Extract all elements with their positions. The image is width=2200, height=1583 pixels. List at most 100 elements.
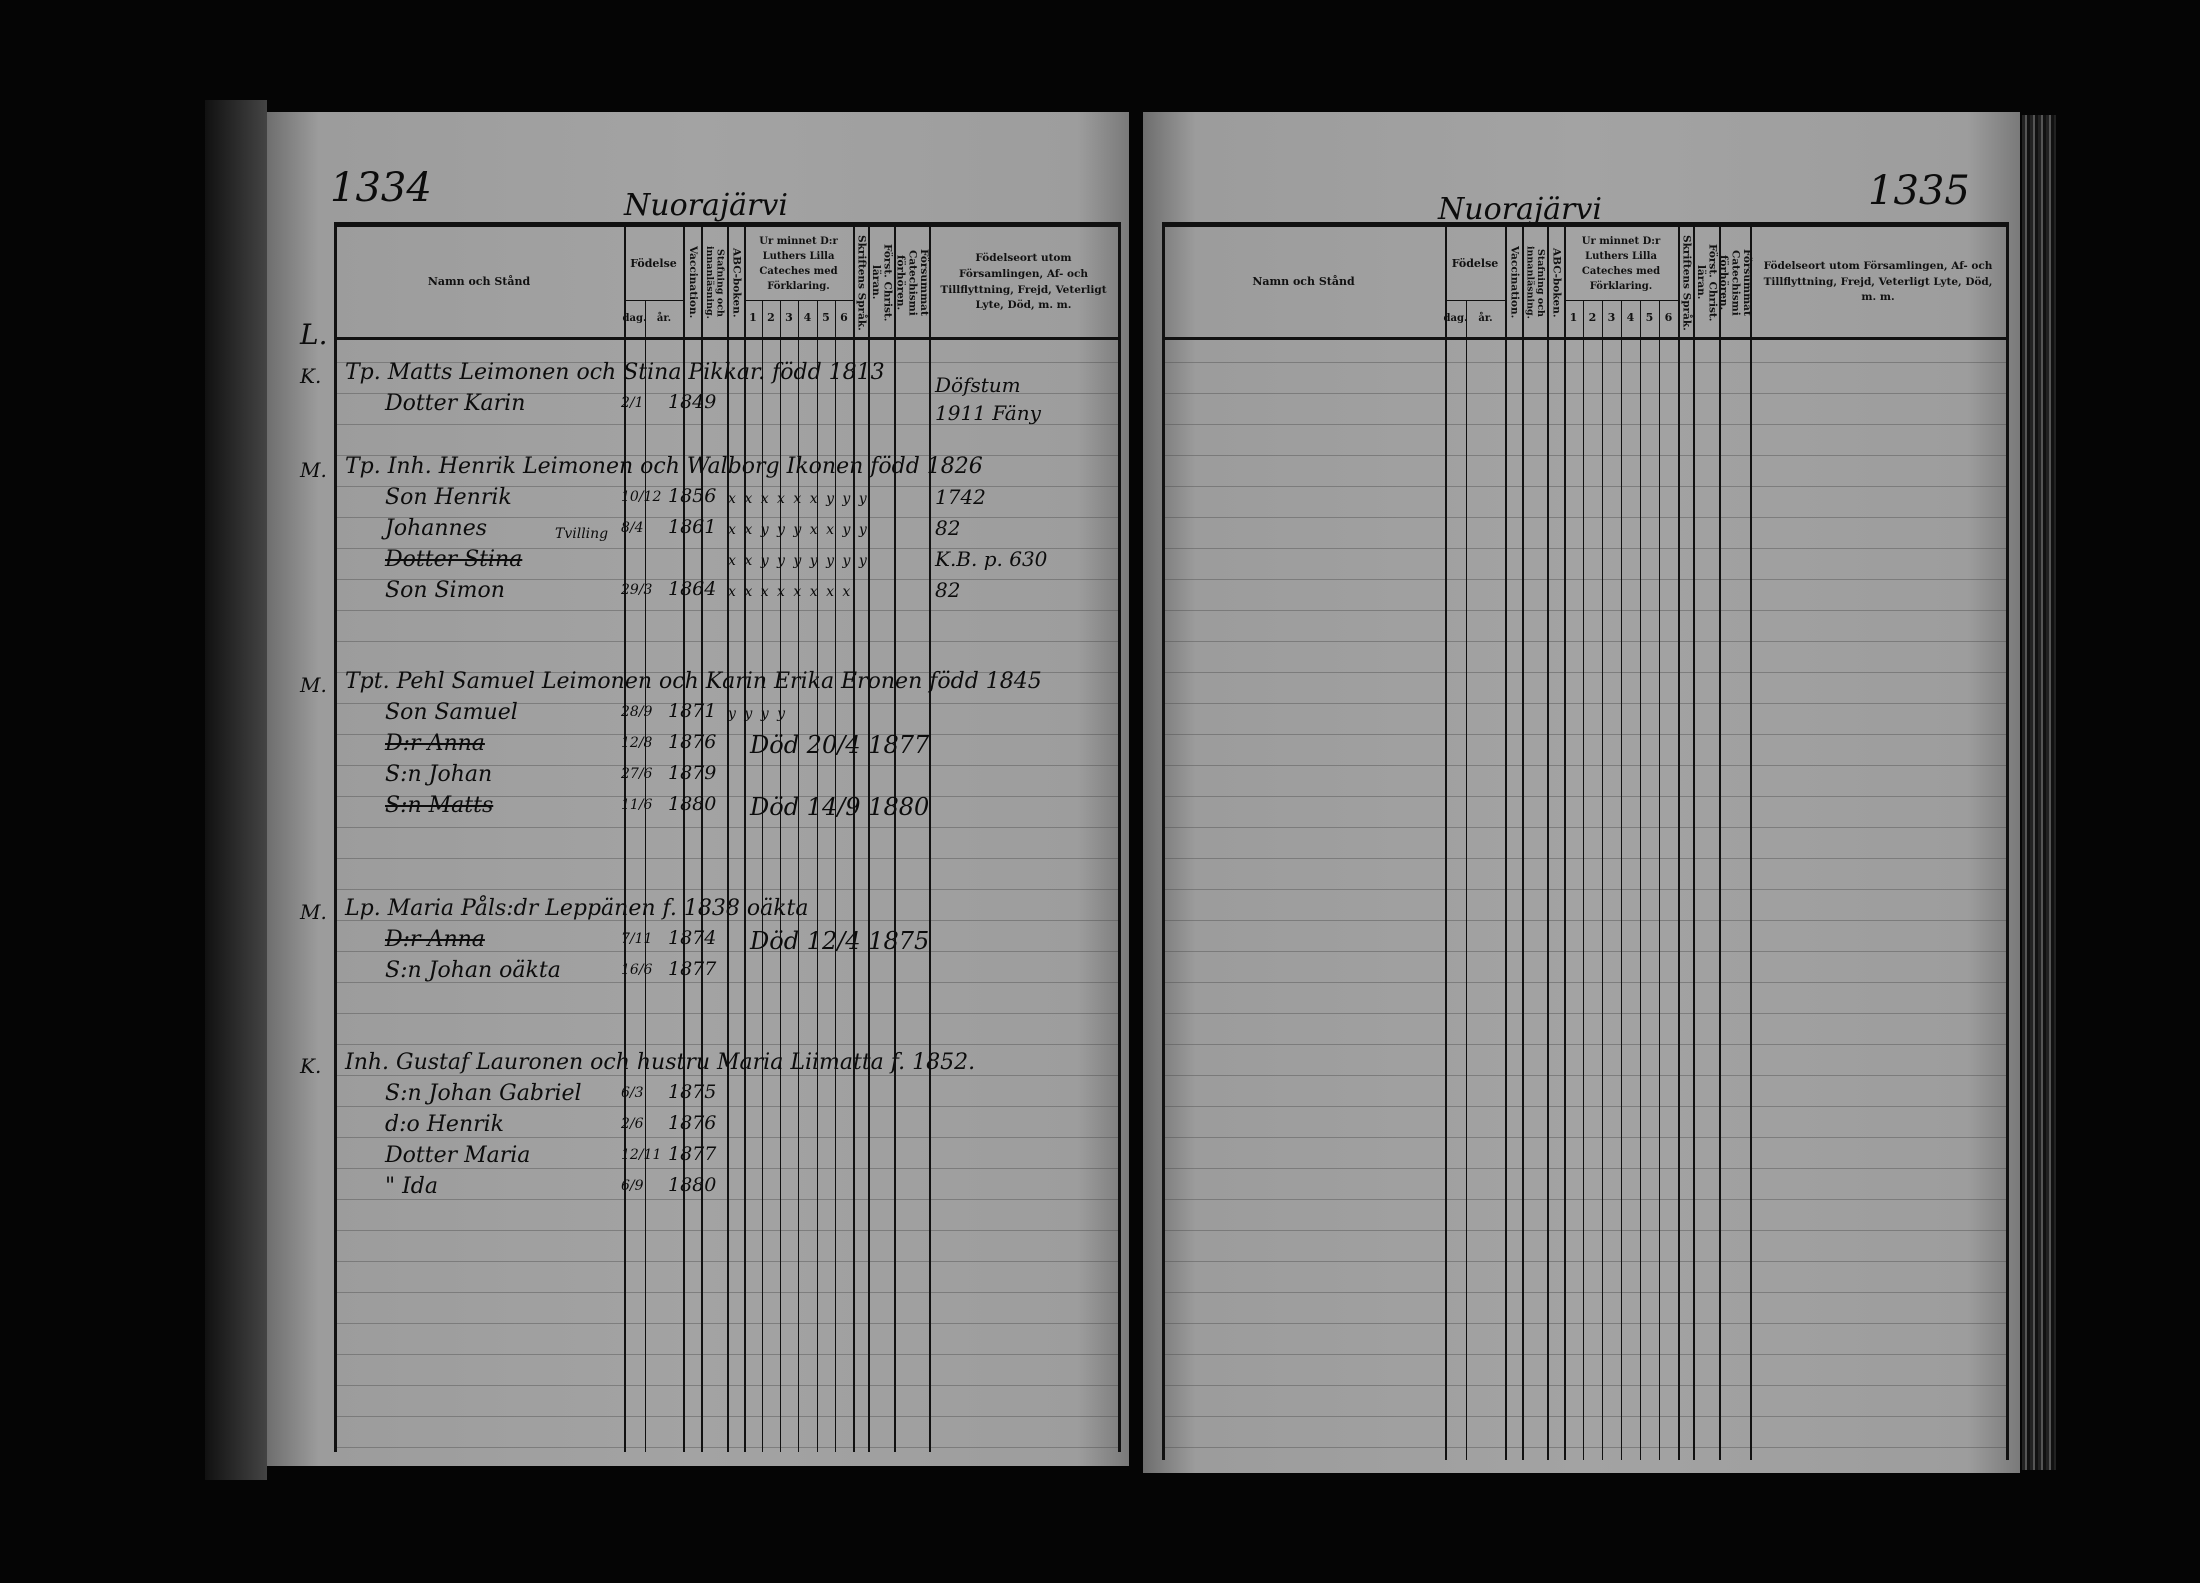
- header-remarks: Födelseort utom Församlingen, Af- och Ti…: [1763, 259, 1993, 304]
- header-bottom-border: [334, 337, 1118, 340]
- ruled-line: [1162, 393, 2006, 394]
- table-top-border: [334, 222, 1118, 227]
- ruled-line: [334, 362, 1118, 363]
- margin-letter: K.: [300, 364, 322, 388]
- birth-day: 12/11: [621, 1147, 662, 1163]
- subheader-divider: [744, 300, 853, 301]
- death-note: Död 12/4 1875: [750, 927, 930, 955]
- ruled-line: [1162, 1168, 2006, 1169]
- member-name: Johannes: [385, 516, 487, 541]
- left-page-number: 1334: [330, 165, 432, 211]
- birth-year: 1871: [668, 700, 717, 722]
- header-reading: Stafning och innanläsning.: [1524, 246, 1546, 319]
- birth-day: 2/6: [621, 1116, 644, 1132]
- ruled-line: [1162, 1261, 2006, 1262]
- right-page-number: 1335: [1868, 168, 1970, 214]
- column-divider: [1522, 222, 1524, 1460]
- member-name: S:n Matts: [385, 793, 494, 818]
- birth-day: 29/3: [621, 582, 653, 598]
- header-catechism-part: 6: [840, 311, 848, 325]
- column-divider: [894, 222, 896, 1452]
- ruled-line: [334, 1075, 1118, 1076]
- margin-letter: K.: [300, 1054, 322, 1078]
- header-scripture: Skriftens Språk.: [1680, 234, 1693, 331]
- left-parish-name: Nuorajärvi: [624, 188, 788, 223]
- column-divider: [744, 222, 746, 1452]
- header-missed-examinations: Försummat Catechismi förhören.: [1717, 249, 1753, 316]
- ruled-line: [334, 1168, 1118, 1169]
- ruled-line: [334, 641, 1118, 642]
- column-divider: [624, 222, 626, 1452]
- header-catechism-part: 1: [1569, 311, 1578, 325]
- column-divider: [817, 300, 818, 1452]
- birth-year: 1849: [668, 391, 717, 413]
- subheader-divider: [624, 300, 683, 301]
- remark: Döfstum: [935, 373, 1021, 397]
- birth-day: 2/1: [621, 395, 644, 411]
- ruled-line: [1162, 517, 2006, 518]
- birth-year: 1877: [668, 1143, 717, 1165]
- ruled-line: [1162, 486, 2006, 487]
- table-left-border: [1162, 222, 1165, 1460]
- ruled-line: [1162, 796, 2006, 797]
- ruled-line: [334, 982, 1118, 983]
- header-day: dag.: [622, 313, 647, 324]
- birth-year: 1861: [668, 516, 717, 538]
- ruled-line: [1162, 1106, 2006, 1107]
- ruled-line: [1162, 1323, 2006, 1324]
- ruled-line: [334, 610, 1118, 611]
- remark: 82: [935, 578, 961, 602]
- birth-year: 1880: [668, 1174, 717, 1196]
- book-spine-shadow: [205, 100, 267, 1480]
- birth-year: 1876: [668, 731, 717, 753]
- ruled-line: [1162, 579, 2006, 580]
- header-reading: Stafning och innanläsning.: [704, 246, 726, 319]
- member-name: Dotter Maria: [385, 1143, 531, 1168]
- member-name: D:r Anna: [385, 731, 485, 756]
- birth-year: 1864: [668, 578, 717, 600]
- ruled-line: [1162, 858, 2006, 859]
- ruled-line: [334, 455, 1118, 456]
- ruled-line: [1162, 424, 2006, 425]
- column-divider: [683, 222, 685, 1452]
- household-head: Lp. Maria Påls:dr Leppänen f. 1838 oäkta: [345, 896, 809, 921]
- header-catechism: Ur minnet D:r Luthers Lilla Cateches med…: [1581, 236, 1661, 292]
- member-name: S:n Johan oäkta: [385, 958, 561, 983]
- ruled-line: [334, 796, 1118, 797]
- ruled-line: [1162, 765, 2006, 766]
- header-christianity: Först. Christ. läran.: [1695, 243, 1719, 322]
- death-note: Död 14/9 1880: [750, 793, 930, 821]
- ruled-line: [334, 579, 1118, 580]
- column-divider: [780, 300, 781, 1452]
- subheader-divider: [1564, 300, 1678, 301]
- ruled-line: [334, 858, 1118, 859]
- birth-year: 1874: [668, 927, 717, 949]
- header-catechism-part: 5: [1645, 311, 1654, 325]
- household-head: Tp. Inh. Henrik Leimonen och Walborg Iko…: [345, 454, 983, 479]
- birth-year: 1856: [668, 485, 717, 507]
- section-letter: L.: [300, 318, 328, 351]
- member-name: Son Samuel: [385, 700, 518, 725]
- member-name: S:n Johan: [385, 762, 493, 787]
- header-vaccination: Vaccination.: [1508, 246, 1521, 319]
- ruled-line: [1162, 703, 2006, 704]
- ruled-line: [334, 1416, 1118, 1417]
- header-year: år.: [656, 313, 672, 324]
- remark: 82: [935, 516, 961, 540]
- ruled-line: [1162, 1137, 2006, 1138]
- ruled-line: [334, 486, 1118, 487]
- ruled-line: [1162, 1199, 2006, 1200]
- member-name: " Ida: [385, 1174, 439, 1199]
- ruled-line: [334, 951, 1118, 952]
- ruled-line: [334, 1230, 1118, 1231]
- ruled-line: [334, 1354, 1118, 1355]
- ruled-line: [1162, 1385, 2006, 1386]
- ruled-line: [1162, 1292, 2006, 1293]
- header-catechism: Ur minnet D:r Luthers Lilla Cateches med…: [759, 236, 838, 292]
- ruled-line: [1162, 982, 2006, 983]
- header-catechism-part: 3: [1607, 311, 1616, 325]
- header-scripture: Skriftens Språk.: [855, 234, 868, 331]
- ruled-line: [334, 889, 1118, 890]
- ruled-line: [334, 827, 1118, 828]
- ruled-line: [334, 1013, 1118, 1014]
